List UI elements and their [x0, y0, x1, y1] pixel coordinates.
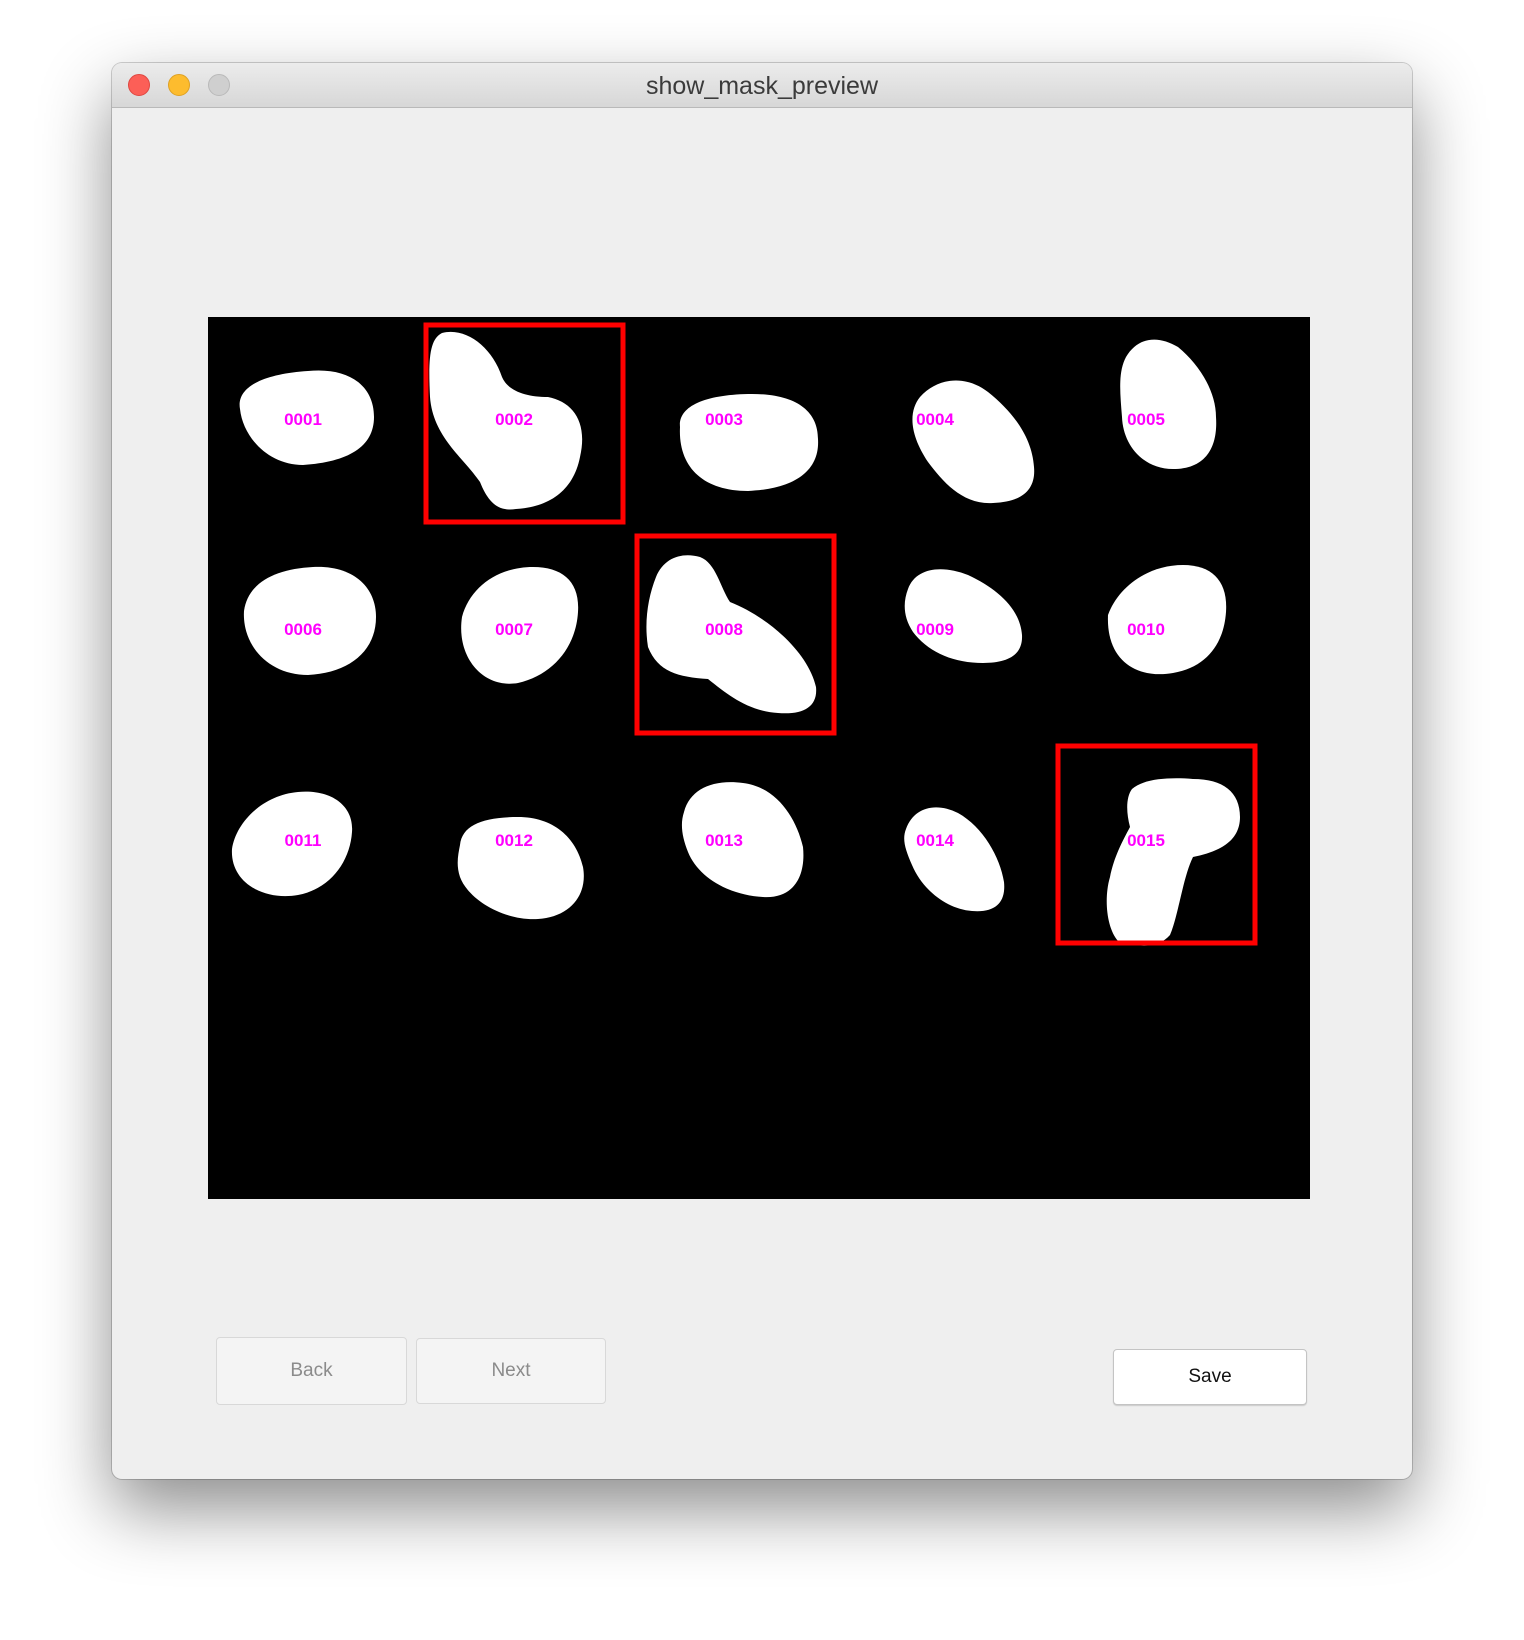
object-label-0009: 0009	[916, 620, 954, 639]
mask-blob-0013	[681, 782, 804, 898]
highlight-box-0002	[423, 322, 626, 525]
object-label-0005: 0005	[1127, 410, 1165, 429]
object-label-0014: 0014	[916, 831, 954, 850]
minimize-window-button[interactable]	[168, 74, 190, 96]
object-label-0004: 0004	[916, 410, 954, 429]
save-button[interactable]: Save	[1113, 1349, 1307, 1405]
mask-blob-0014	[904, 807, 1005, 912]
object-label-0011: 0011	[285, 831, 322, 850]
mask-blob-0015	[1106, 778, 1240, 946]
zoom-window-button[interactable]	[208, 74, 230, 96]
mask-blob-0001	[239, 370, 374, 465]
mask-blob-0010	[1107, 565, 1227, 675]
app-window: show_mask_preview	[112, 63, 1412, 1479]
object-label-0010: 0010	[1127, 620, 1165, 639]
mask-blob-0007	[461, 567, 579, 684]
title-bar: show_mask_preview	[112, 63, 1412, 108]
object-label-0007: 0007	[495, 620, 533, 639]
mask-blob-0005	[1120, 339, 1217, 469]
mask-blob-0004	[912, 380, 1035, 504]
object-label-0015: 0015	[1127, 831, 1165, 850]
mask-blob-0012	[457, 817, 584, 920]
mask-preview-image: 0001 0002 0003 0004 0005 0006 0007 0008 0009 0010…	[208, 317, 1310, 1199]
mask-blob-0003	[679, 393, 819, 491]
object-label-0013: 0013	[705, 831, 743, 850]
highlight-box-0008	[634, 533, 837, 736]
mask-blob-0002	[429, 331, 583, 510]
back-button[interactable]: Back	[216, 1337, 407, 1405]
object-label-0006: 0006	[284, 620, 322, 639]
object-label-0003: 0003	[705, 410, 743, 429]
close-window-button[interactable]	[128, 74, 150, 96]
mask-blob-0006	[243, 566, 376, 675]
window-title: show_mask_preview	[645, 72, 879, 100]
object-label-0012: 0012	[495, 831, 533, 850]
object-labels: 0001 0002 0003 0004 0005 0006 0007 0008 0009 0010…	[284, 410, 1165, 850]
object-label-0002: 0002	[495, 410, 533, 429]
mask-blob-0008	[646, 555, 817, 714]
mask-canvas: 0001 0002 0003 0004 0005 0006 0007 0008 0009 0010…	[208, 317, 1310, 1199]
object-label-0001: 0001	[284, 410, 322, 429]
object-label-0008: 0008	[705, 620, 743, 639]
mask-blob-0009	[904, 569, 1023, 663]
highlight-box-0015	[1055, 743, 1258, 946]
next-button[interactable]: Next	[416, 1338, 606, 1404]
highlight-boxes	[423, 322, 1258, 946]
mask-blob-0011	[231, 791, 353, 897]
mask-shapes	[231, 331, 1240, 946]
